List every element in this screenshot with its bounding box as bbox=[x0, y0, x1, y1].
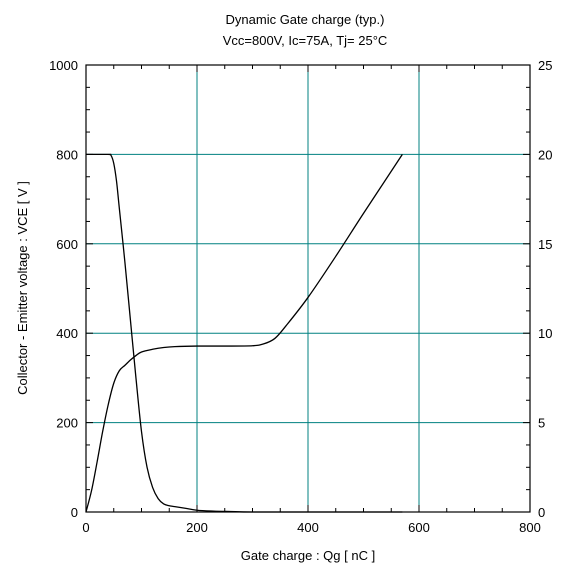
chart-title: Dynamic Gate charge (typ.) bbox=[226, 12, 385, 27]
y2-tick-label: 25 bbox=[538, 58, 552, 73]
x-tick-label: 600 bbox=[408, 520, 430, 535]
y2-tick-label: 0 bbox=[538, 505, 545, 520]
x-tick-label: 800 bbox=[519, 520, 541, 535]
x-tick-label: 0 bbox=[82, 520, 89, 535]
y-tick-label: 200 bbox=[56, 416, 78, 431]
x-tick-label: 400 bbox=[297, 520, 319, 535]
y-tick-label: 600 bbox=[56, 237, 78, 252]
series-lines bbox=[85, 153, 403, 513]
y-tick-label: 800 bbox=[56, 147, 78, 162]
x-axis-label: Gate charge : Qg [ nC ] bbox=[241, 548, 375, 563]
chart-subtitle: Vcc=800V, Ic=75A, Tj= 25°C bbox=[223, 33, 388, 48]
vce-series-line bbox=[85, 153, 403, 513]
y2-tick-label: 15 bbox=[538, 237, 552, 252]
x-tick-label: 200 bbox=[186, 520, 208, 535]
y2-tick-label: 5 bbox=[538, 416, 545, 431]
y2-tick-label: 20 bbox=[538, 147, 552, 162]
vge-series-line bbox=[85, 154, 403, 513]
grid-lines bbox=[86, 65, 530, 512]
y-tick-label: 0 bbox=[71, 505, 78, 520]
y-tick-label: 1000 bbox=[49, 58, 78, 73]
y2-tick-label: 10 bbox=[538, 326, 552, 341]
y-tick-label: 400 bbox=[56, 326, 78, 341]
y-axis-label: Collector - Emitter voltage : VCE [ V ] bbox=[15, 181, 30, 395]
